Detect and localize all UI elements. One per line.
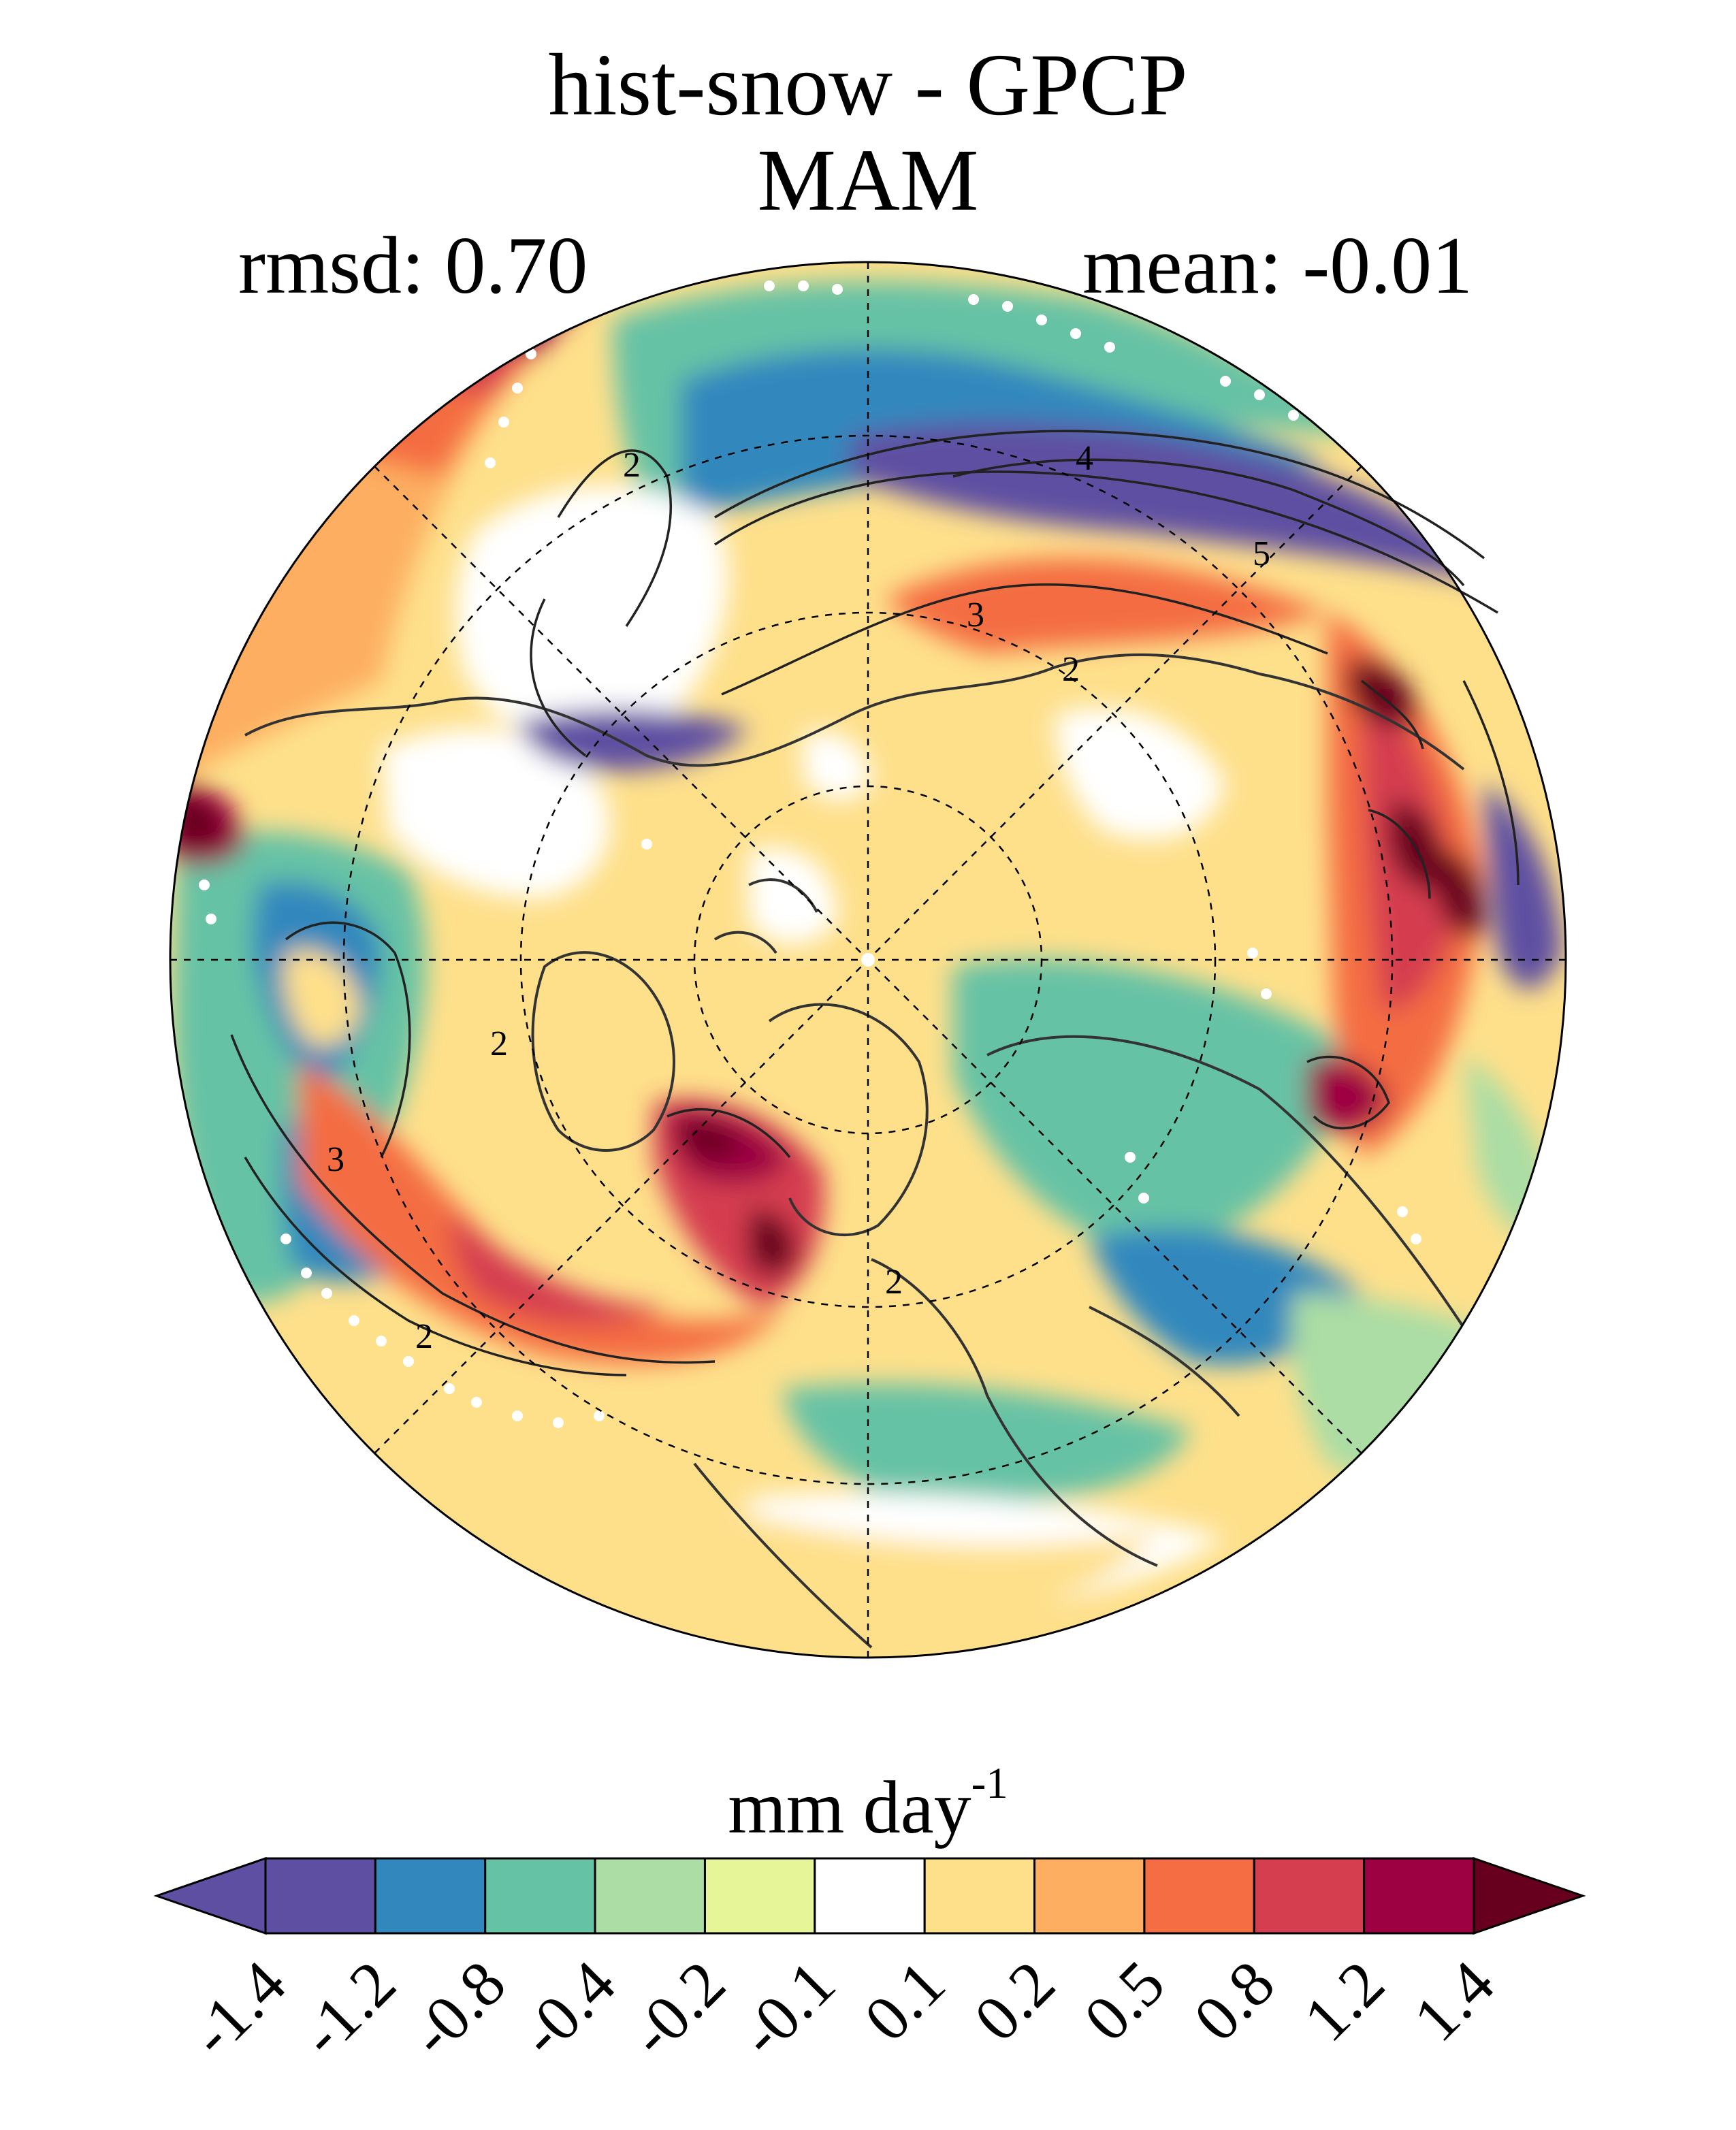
polar-map: 2 3 4 5 2 3 2 2 2 [169,261,1567,1659]
colorbar-tick-label: 0.2 [960,1947,1068,2055]
contour-labels: 2 3 4 5 2 3 2 2 2 [327,439,1270,1356]
north-pole-marker [861,953,875,967]
colorbar-tick-label: 0.5 [1070,1947,1178,2055]
coastlines [244,653,1554,1649]
colorbar: -1.4-1.2-0.8-0.4-0.2-0.1 0.1 0.2 0.5 0.8 1.2 1… [153,1856,1586,2070]
colorbar-cell [1033,1857,1146,1935]
unit-main: mm day [728,1766,971,1849]
colorbar-tick-label: -0.4 [506,1947,629,2070]
colorbar-cell [1143,1857,1255,1935]
colorbar-cell [1253,1857,1366,1935]
colorbar-tick-label: -1.4 [176,1947,300,2070]
colorbar-cell [814,1857,926,1935]
colorbar-tick-label: -1.2 [286,1947,409,2070]
contour-label: 2 [623,446,641,485]
map-title: hist-snow - GPCP [548,36,1188,134]
significance-dots [199,267,1421,1428]
rmsd-stat: rmsd: 0.70 [238,220,588,310]
colorbar-extend-low [153,1856,267,1935]
colorbar-cell [484,1857,596,1935]
colorbar-tick-label: -0.8 [396,1947,519,2070]
contour-label: 2 [885,1263,903,1302]
contour-label: 2 [1062,650,1080,689]
colorbar-tick-label: 1.4 [1400,1947,1508,2055]
contour-label: 5 [1253,534,1270,573]
colorbar-cell [594,1857,706,1935]
contour-label: 3 [967,596,984,634]
colorbar-extend-high [1473,1856,1586,1935]
colorbar-unit: mm day-1 [0,1762,1736,1845]
map-boundary [169,261,1567,1659]
colorbar-tick-label: 1.2 [1290,1947,1398,2055]
contour-label: 2 [490,1024,508,1063]
colorbar-cell [1363,1857,1475,1935]
colorbar-ticks: -1.4-1.2-0.8-0.4-0.2-0.1 0.1 0.2 0.5 0.8 1.2 1… [176,1947,1508,2070]
colorbar-cell [703,1857,816,1935]
colorbar-cells [153,1856,1586,1935]
colorbar-tick-label: -0.2 [615,1947,739,2070]
colorbar-tick-label: 0.1 [850,1947,959,2055]
colorbar-cell [264,1857,376,1935]
contour-label: 4 [1076,439,1093,478]
colorbar-tick-label: 0.8 [1180,1947,1288,2055]
contour-label: 3 [327,1140,344,1179]
colorbar-cell [923,1857,1036,1935]
colorbar-tick-label: -0.1 [725,1947,848,2070]
season-subtitle: MAM [757,131,979,229]
contour-label: 2 [415,1317,433,1356]
colorbar-cell [374,1857,487,1935]
unit-exponent: -1 [971,1759,1008,1808]
mean-stat: mean: -0.01 [1082,220,1473,310]
